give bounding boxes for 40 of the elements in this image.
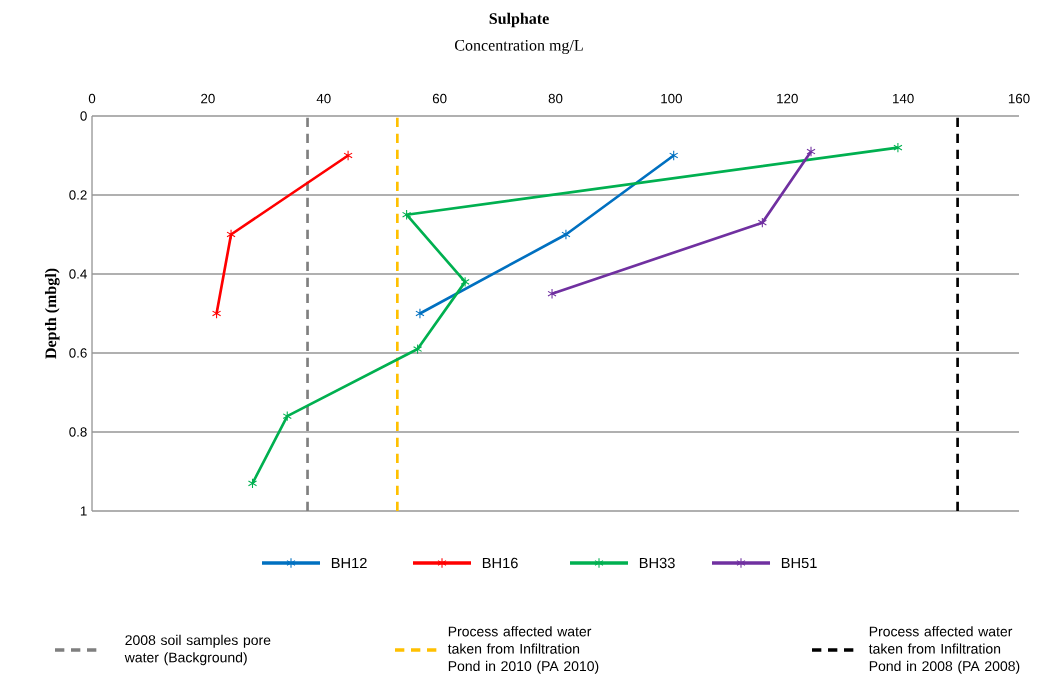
point — [561, 229, 571, 240]
point — [757, 217, 767, 228]
legend-label: BH33 — [639, 557, 675, 569]
legend-label: BH16 — [482, 557, 518, 569]
point — [547, 288, 557, 299]
y-tick-label: 0.6 — [69, 348, 87, 358]
point — [893, 142, 903, 153]
x-axis-title: Concentration mg/L — [455, 39, 583, 55]
x-tick-label: 60 — [432, 93, 447, 104]
y-tick-label: 0.4 — [69, 269, 87, 279]
point — [415, 308, 425, 319]
point — [460, 276, 470, 288]
legend-label: BH51 — [781, 557, 817, 569]
legend-label: BH12 — [331, 557, 367, 569]
point — [806, 146, 816, 157]
point — [669, 150, 679, 161]
legend-label: 2008 soil samples pore water (Background) — [124, 634, 271, 666]
chart-title: Sulphate — [489, 12, 549, 28]
x-tick-label: 0 — [88, 93, 96, 104]
point — [226, 229, 236, 240]
point — [282, 410, 292, 422]
y-tick-label: 1 — [80, 506, 87, 516]
x-tick-label: 40 — [316, 93, 331, 104]
point — [247, 478, 258, 489]
x-tick-label: 20 — [201, 93, 215, 104]
x-tick-label: 160 — [1008, 93, 1030, 104]
x-tick-label: 80 — [548, 93, 563, 104]
point — [413, 343, 423, 355]
y-tick-label: 0 — [80, 111, 87, 121]
y-tick-label: 0.8 — [69, 427, 87, 437]
x-tick-label: 100 — [661, 93, 682, 104]
x-tick-label: 140 — [893, 93, 914, 104]
point — [402, 209, 412, 220]
legend-label: Process affected water taken from Infiltration Pond in 2010 (PA 2010) — [447, 626, 599, 674]
point — [211, 308, 222, 319]
y-axis-title: Depth (mbgl) — [44, 268, 60, 359]
point — [343, 150, 353, 161]
x-tick-label: 120 — [777, 93, 798, 104]
legend-label: Process affected water taken from Infiltration Pond in 2008 (PA 2008) — [868, 626, 1020, 674]
y-tick-label: 0.2 — [69, 190, 87, 200]
